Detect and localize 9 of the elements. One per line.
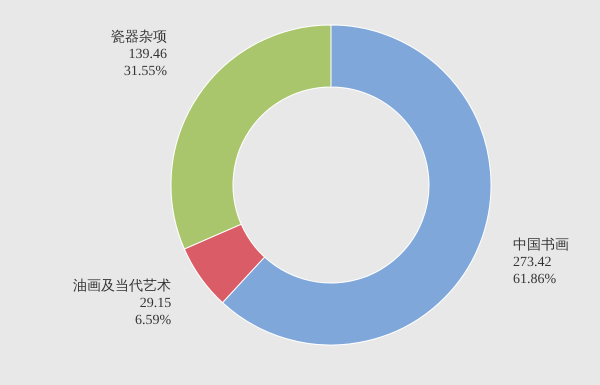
slice-label: 瓷器杂项 bbox=[111, 28, 168, 45]
text: 61.86% bbox=[512, 272, 556, 288]
slice-label: 中国书画 bbox=[512, 237, 569, 254]
data-label: 273.42 bbox=[512, 255, 552, 270]
data-label: 139.46 bbox=[128, 46, 168, 62]
slice-label: 油画及当代艺术 bbox=[73, 278, 172, 294]
data-label: 29.15 bbox=[140, 296, 172, 312]
text: 6.59% bbox=[135, 313, 172, 328]
text: 31.55% bbox=[124, 64, 168, 79]
